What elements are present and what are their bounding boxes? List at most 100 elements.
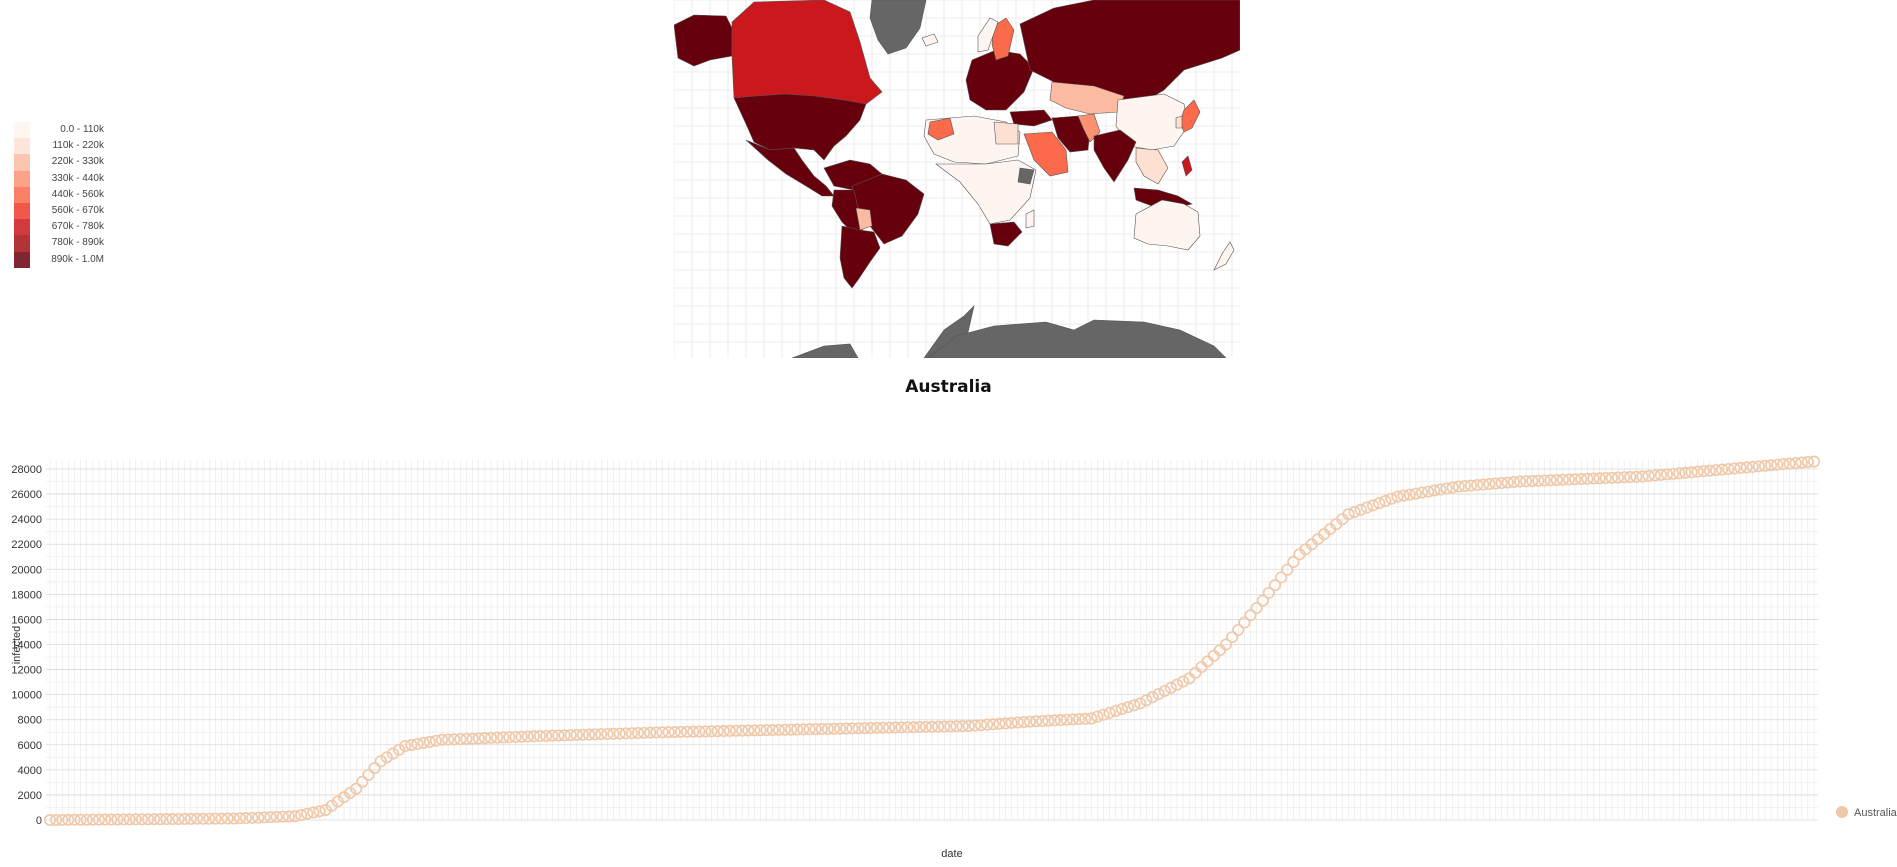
data-point: [1808, 455, 1821, 468]
data-point: [1581, 472, 1594, 485]
country-mexico[interactable]: [745, 139, 835, 197]
data-point: [1612, 471, 1625, 484]
data-point: [1115, 703, 1128, 716]
data-point: [1409, 487, 1422, 500]
country-ethiopia[interactable]: [1017, 167, 1035, 185]
data-point: [1042, 714, 1055, 727]
country-iceland[interactable]: [921, 33, 939, 47]
y-tick-label: 0: [36, 815, 42, 827]
data-point: [1465, 479, 1478, 492]
data-point: [913, 720, 926, 733]
data-point: [331, 795, 344, 808]
data-point: [497, 731, 510, 744]
data-point: [1091, 710, 1104, 723]
country-usa[interactable]: [733, 93, 867, 161]
data-point: [1391, 490, 1404, 503]
data-point: [43, 813, 56, 826]
data-point: [1771, 458, 1784, 471]
data-point: [442, 733, 455, 746]
y-axis-label: infected: [11, 626, 23, 665]
data-point: [791, 723, 804, 736]
country-southeast-asia[interactable]: [1135, 147, 1169, 185]
data-point: [1226, 631, 1239, 644]
data-point: [466, 732, 479, 745]
data-point: [962, 719, 975, 732]
country-greenland[interactable]: [869, 0, 927, 55]
data-point: [1563, 473, 1576, 486]
country-turkey[interactable]: [1009, 109, 1053, 127]
world-choropleth-map[interactable]: [674, 0, 1240, 358]
data-point: [246, 811, 259, 824]
data-point: [1269, 579, 1282, 592]
country-europe-west[interactable]: [965, 49, 1035, 111]
legend-label: 890k - 1.0M: [51, 253, 104, 265]
data-point: [1054, 714, 1067, 727]
country-south-africa[interactable]: [989, 221, 1023, 247]
data-point: [350, 782, 363, 795]
data-point: [1514, 475, 1527, 488]
data-point: [50, 813, 63, 826]
data-point: [86, 813, 99, 826]
data-point: [93, 813, 106, 826]
legend-swatch: [14, 219, 30, 236]
data-point: [1379, 494, 1392, 507]
data-point: [613, 727, 626, 740]
data-point: [772, 723, 785, 736]
legend-label: 220k - 330k: [51, 156, 104, 168]
x-axis-label: date: [941, 848, 962, 860]
data-point: [1544, 474, 1557, 487]
country-alaska[interactable]: [674, 14, 733, 67]
data-point: [1471, 479, 1484, 492]
data-point: [1403, 488, 1416, 501]
chart-svg: 0 2000 4000 6000 8000 10000 12000 14000 16000 180…: [11, 455, 1897, 860]
data-point: [968, 719, 981, 732]
data-point: [919, 720, 932, 733]
data-point: [938, 720, 951, 733]
country-norway[interactable]: [977, 17, 999, 53]
data-point: [178, 812, 191, 825]
data-point: [307, 806, 320, 819]
country-india[interactable]: [1093, 129, 1137, 183]
data-point: [1385, 492, 1398, 505]
data-point: [723, 724, 736, 737]
data-point: [564, 729, 577, 742]
country-morocco[interactable]: [927, 117, 955, 141]
data-point: [56, 813, 69, 826]
data-point: [1060, 713, 1073, 726]
data-point: [925, 720, 938, 733]
data-point: [166, 812, 179, 825]
data-point: [386, 747, 399, 760]
legend-label: 0.0 - 110k: [60, 124, 104, 135]
map-countries[interactable]: [674, 0, 1240, 358]
country-egypt[interactable]: [993, 121, 1019, 145]
country-philippines[interactable]: [1181, 155, 1193, 177]
country-sweden[interactable]: [991, 17, 1015, 61]
data-point: [1428, 484, 1441, 497]
data-point: [601, 727, 614, 740]
data-point: [325, 799, 338, 812]
data-point: [815, 722, 828, 735]
country-australia[interactable]: [1133, 199, 1201, 251]
y-tick-label: 24000: [11, 514, 42, 526]
data-point: [766, 723, 779, 736]
y-tick-label: 26000: [11, 489, 42, 501]
country-kazakhstan[interactable]: [1049, 81, 1125, 115]
country-central-africa[interactable]: [935, 159, 1037, 225]
data-point: [1422, 485, 1435, 498]
data-point: [503, 731, 516, 744]
country-argentina[interactable]: [839, 225, 881, 289]
data-point: [319, 803, 332, 816]
country-korea[interactable]: [1175, 115, 1183, 129]
country-canada[interactable]: [731, 0, 883, 105]
data-point: [435, 733, 448, 746]
data-point: [1164, 681, 1177, 694]
country-madagascar[interactable]: [1025, 209, 1035, 229]
data-point: [80, 813, 93, 826]
country-new-zealand[interactable]: [1213, 241, 1235, 271]
y-tick-label: 18000: [11, 589, 42, 601]
country-saudi-arabia[interactable]: [1023, 131, 1069, 177]
data-point: [1066, 713, 1079, 726]
country-bolivia[interactable]: [855, 207, 873, 231]
data-point: [1569, 473, 1582, 486]
map-svg[interactable]: [674, 0, 1240, 358]
